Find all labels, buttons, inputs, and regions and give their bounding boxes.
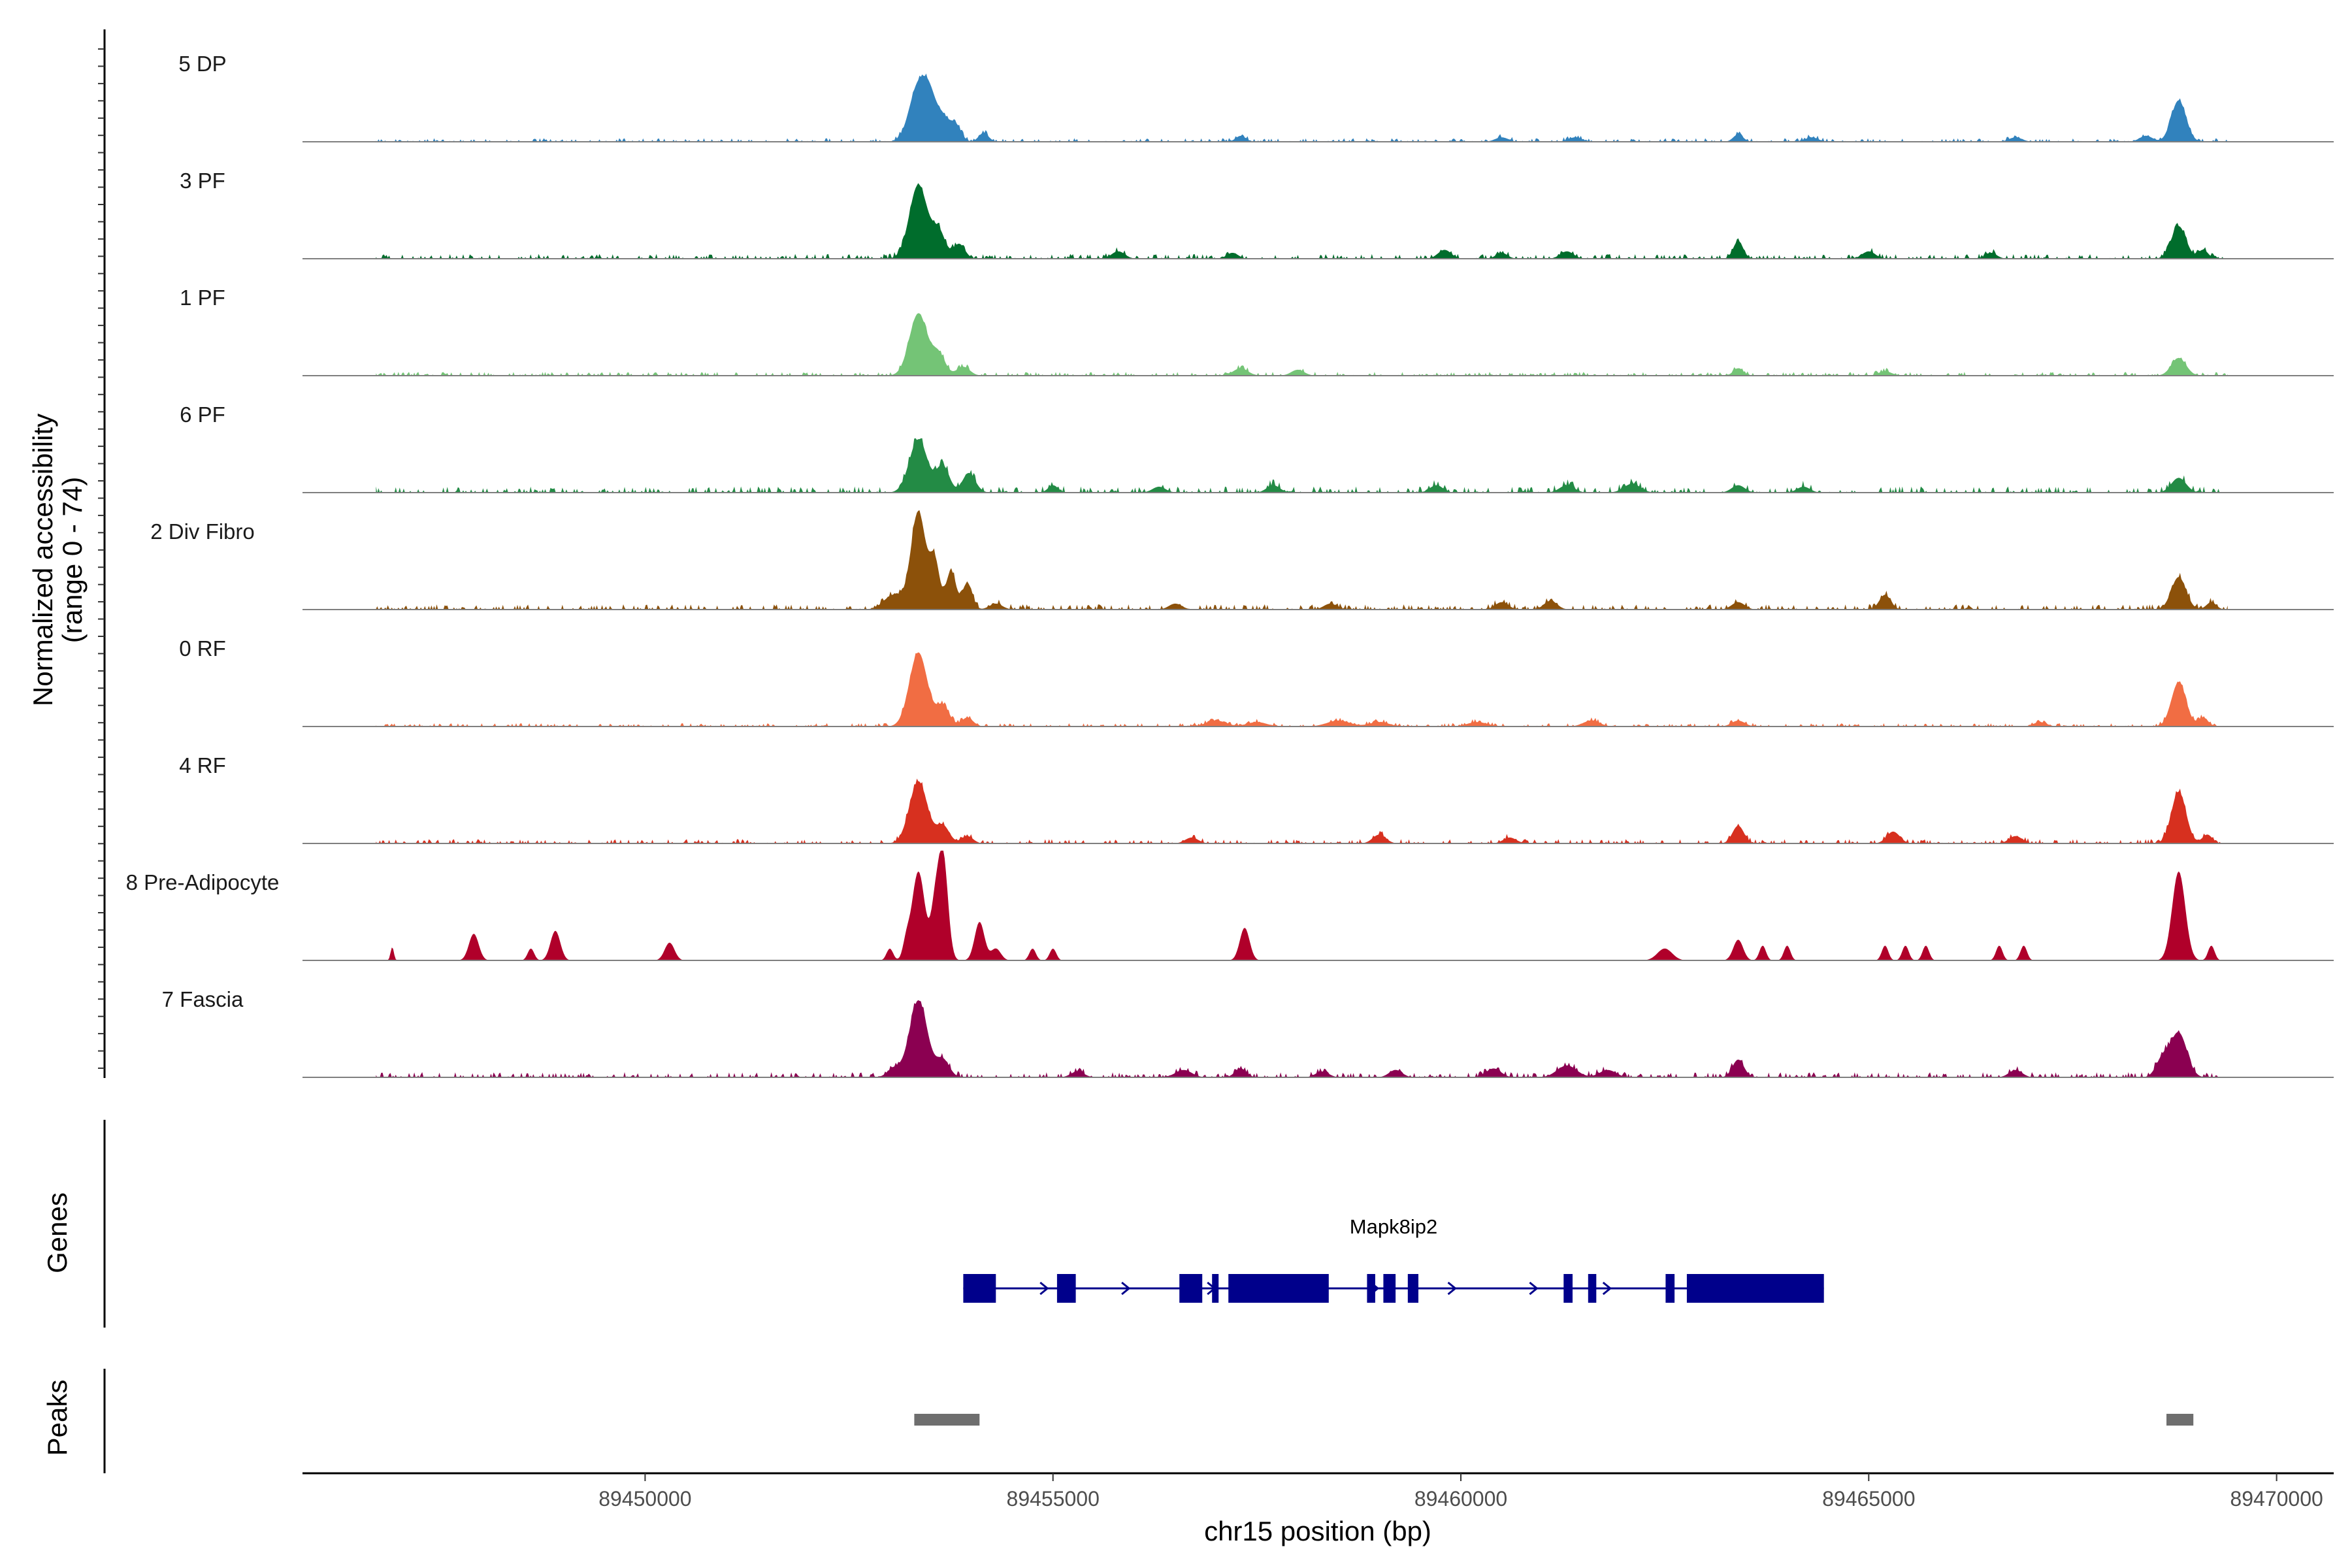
x-tick-label: 89465000	[1822, 1487, 1915, 1511]
accessibility-y-axis	[98, 29, 106, 1078]
strand-arrow-icon	[1602, 1281, 1612, 1296]
genes-track: Mapk8ip2	[103, 1120, 1824, 1328]
y-axis-range-label: (range 0 - 74)	[57, 477, 88, 643]
gene-name-label: Mapk8ip2	[1350, 1215, 1437, 1238]
gene-exon	[963, 1274, 996, 1303]
track-label: 3 PF	[180, 169, 225, 193]
gene-exon	[1179, 1274, 1203, 1303]
coverage-area-0-rf	[376, 652, 2228, 727]
peak-region	[2166, 1414, 2194, 1426]
gene-exon	[1407, 1274, 1418, 1303]
gene-exon	[1383, 1274, 1396, 1303]
peaks-track	[103, 1369, 2194, 1473]
track-label: 8 Pre-Adipocyte	[126, 870, 280, 894]
track-label: 4 RF	[179, 753, 226, 777]
coverage-tracks: 5 DP 3 PF 1 PF 6 PF 2 Div Fibro 0 RF 4 RF 8 Pre…	[126, 52, 2334, 1078]
coverage-area-6-pf	[376, 438, 2228, 493]
x-axis: 89450000 89455000 89460000 89465000 89470000	[302, 1472, 2334, 1511]
gene-exon	[1563, 1274, 1573, 1303]
coverage-area-3-pf	[376, 183, 2228, 259]
gene-exon	[1228, 1274, 1329, 1303]
track-label: 1 PF	[180, 286, 225, 310]
strand-arrow-icon	[1121, 1281, 1131, 1296]
coverage-area-2-div-fibro	[376, 510, 2228, 610]
x-axis-title: chr15 position (bp)	[1204, 1516, 1431, 1546]
genes-track-label: Genes	[42, 1192, 73, 1273]
x-tick-label: 89470000	[2230, 1487, 2323, 1511]
x-tick-label: 89450000	[598, 1487, 691, 1511]
coverage-area-1-pf	[376, 313, 2228, 376]
coverage-area-4-rf	[376, 778, 2228, 843]
peaks-track-label: Peaks	[42, 1380, 73, 1456]
peak-region	[914, 1414, 980, 1426]
track-label: 5 DP	[178, 52, 226, 76]
coverage-area-7-fascia	[376, 1000, 2228, 1077]
coverage-area-5-dp	[376, 73, 2228, 142]
track-label: 7 Fascia	[162, 987, 244, 1011]
x-tick-label: 89455000	[1007, 1487, 1100, 1511]
track-label: 0 RF	[179, 636, 226, 661]
gene-exon	[1686, 1274, 1824, 1303]
gene-exon	[1588, 1274, 1597, 1303]
gene-exon	[1665, 1274, 1675, 1303]
track-label: 2 Div Fibro	[150, 519, 255, 544]
strand-arrow-icon	[1447, 1281, 1457, 1296]
gene-exon	[1056, 1274, 1076, 1303]
x-tick-label: 89460000	[1414, 1487, 1507, 1511]
strand-arrow-icon	[1529, 1281, 1539, 1296]
y-axis-title: Normalized accessibility	[27, 414, 58, 706]
strand-arrow-icon	[1039, 1281, 1049, 1296]
gene-exon	[1367, 1274, 1375, 1303]
gene-exon	[1212, 1274, 1219, 1303]
track-label: 6 PF	[180, 402, 225, 427]
coverage-area-8-pre-adipocyte	[376, 851, 2228, 960]
